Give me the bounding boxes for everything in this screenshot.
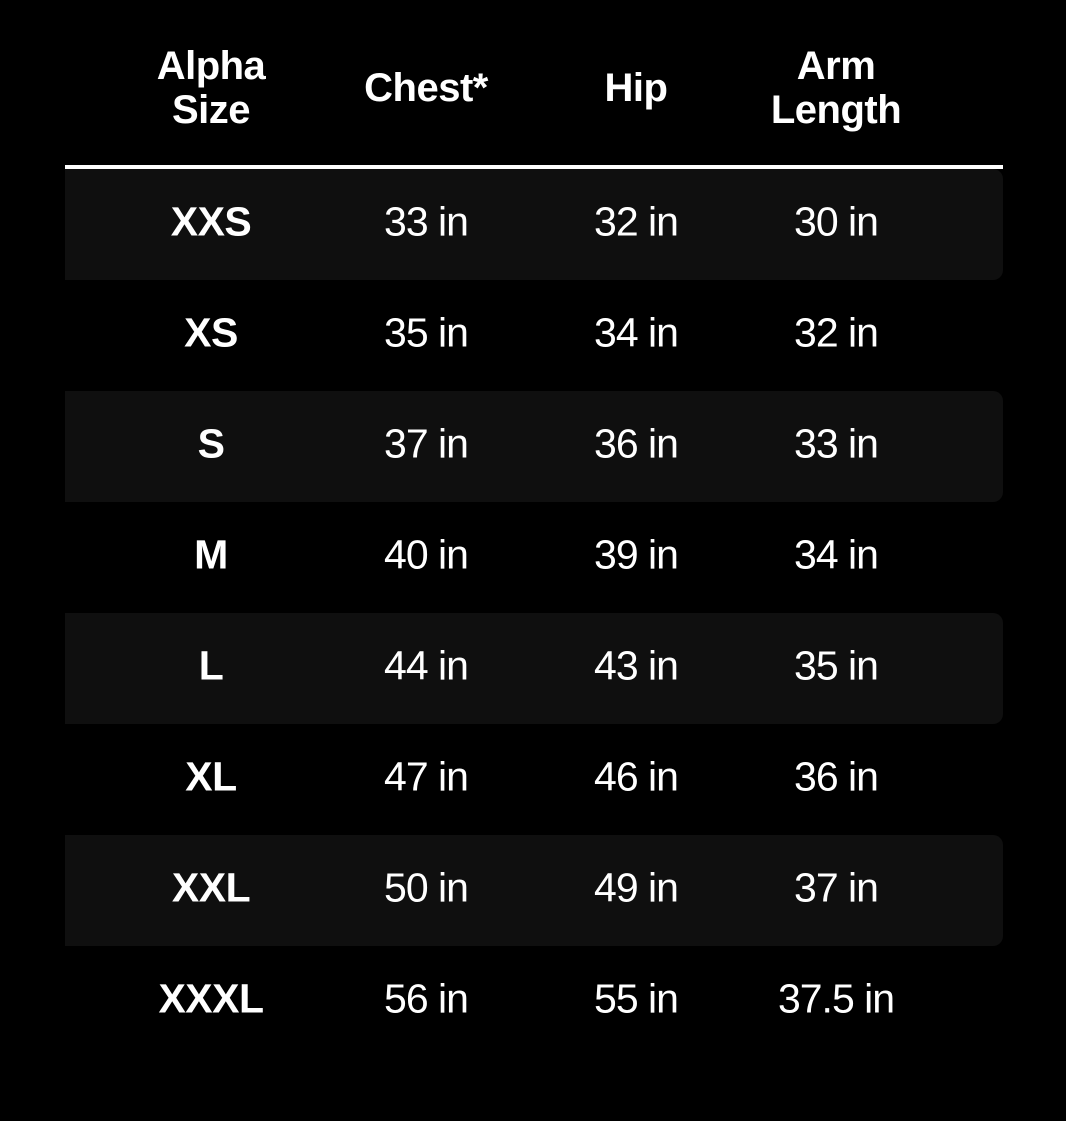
row-stripe bbox=[65, 391, 1003, 502]
header-line: Length bbox=[770, 88, 902, 132]
measurement: 49 in bbox=[594, 864, 679, 911]
measurement: 35 in bbox=[384, 309, 469, 356]
measurement: 39 in bbox=[594, 531, 679, 578]
measurement: 33 in bbox=[384, 198, 469, 245]
measurement: 43 in bbox=[594, 642, 679, 689]
size-label: XXXL bbox=[158, 975, 264, 1022]
measurement: 33 in bbox=[794, 420, 879, 467]
measurement: 32 in bbox=[594, 198, 679, 245]
measurement: 47 in bbox=[384, 753, 469, 800]
header-line: Chest* bbox=[364, 66, 488, 110]
size-label: M bbox=[194, 531, 228, 578]
measurement: 56 in bbox=[384, 975, 469, 1022]
header-line: Alpha bbox=[156, 44, 266, 88]
measurement: 37.5 in bbox=[777, 975, 895, 1022]
size-label: L bbox=[198, 642, 224, 689]
size-label: XL bbox=[185, 753, 237, 800]
column-header: Hip bbox=[605, 66, 668, 110]
size-label: XXL bbox=[171, 864, 251, 911]
size-label: S bbox=[197, 420, 225, 467]
measurement: 50 in bbox=[384, 864, 469, 911]
header-line: Hip bbox=[604, 66, 668, 110]
row-stripe bbox=[65, 169, 1003, 280]
measurement: 40 in bbox=[384, 531, 469, 578]
measurement: 55 in bbox=[594, 975, 679, 1022]
measurement: 34 in bbox=[794, 531, 879, 578]
column-header: Chest* bbox=[364, 66, 488, 110]
measurement: 46 in bbox=[594, 753, 679, 800]
row-stripe bbox=[65, 835, 1003, 946]
measurement: 37 in bbox=[794, 864, 879, 911]
measurement: 36 in bbox=[594, 420, 679, 467]
size-label: XS bbox=[184, 309, 238, 356]
column-header: Arm Length bbox=[770, 44, 902, 132]
column-header: Alpha Size bbox=[157, 44, 266, 132]
header-rule bbox=[65, 165, 1003, 169]
measurement: 37 in bbox=[384, 420, 469, 467]
header-line: Size bbox=[171, 88, 251, 132]
measurement: 30 in bbox=[794, 198, 879, 245]
measurement: 32 in bbox=[794, 309, 879, 356]
measurement: 34 in bbox=[594, 309, 679, 356]
measurement: 35 in bbox=[794, 642, 879, 689]
measurement: 36 in bbox=[794, 753, 879, 800]
size-label: XXS bbox=[170, 198, 252, 245]
row-stripe bbox=[65, 613, 1003, 724]
header-line: Arm bbox=[796, 44, 876, 88]
measurement: 44 in bbox=[384, 642, 469, 689]
